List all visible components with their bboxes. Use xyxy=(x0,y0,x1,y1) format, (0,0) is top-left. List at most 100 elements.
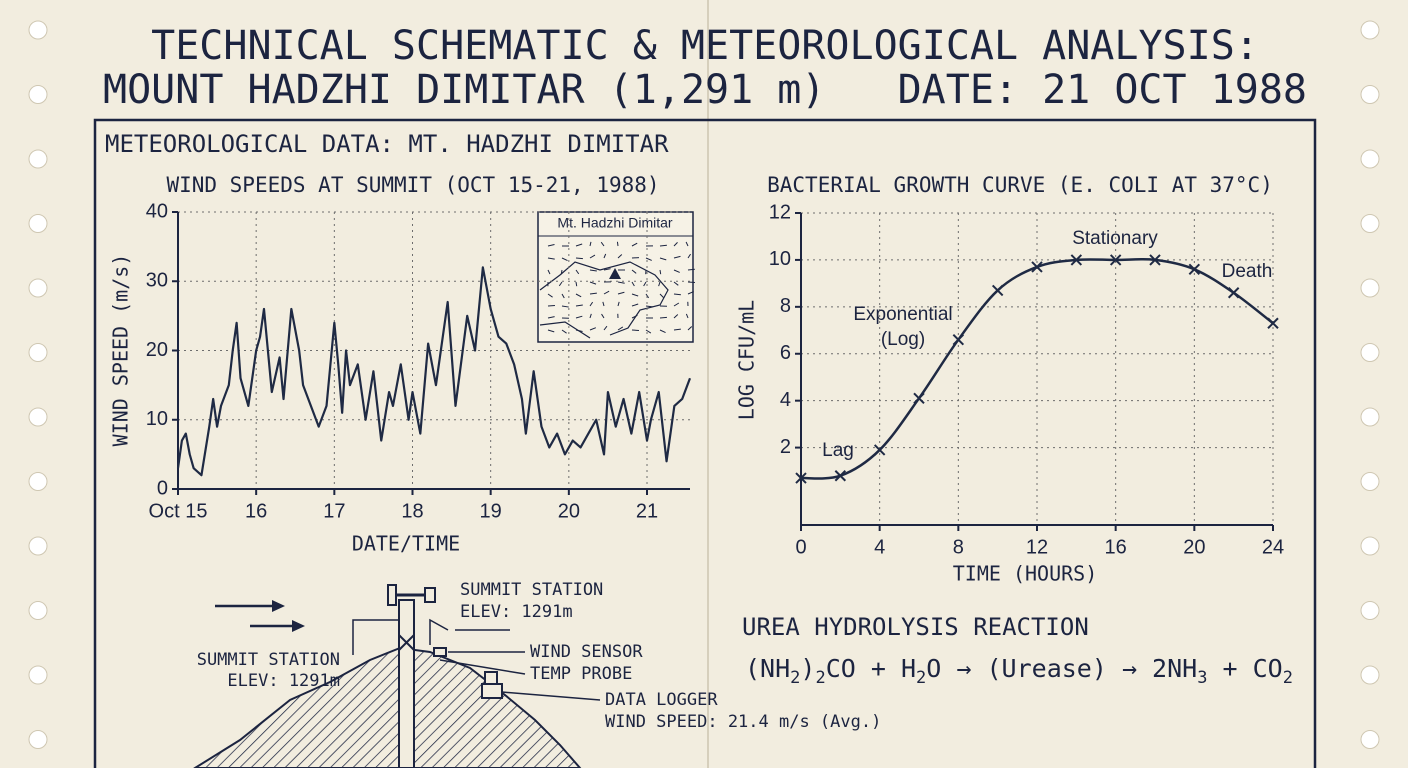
subscript: 2 xyxy=(916,668,926,688)
wind-arrow xyxy=(602,301,605,307)
x-tick-label: 0 xyxy=(795,536,806,558)
wind-arrow xyxy=(617,281,625,284)
perforations xyxy=(28,20,1380,749)
hole xyxy=(28,536,48,556)
hole xyxy=(28,214,48,233)
formula-part: O → (Urease) → 2NH xyxy=(926,654,1197,683)
wind-arrow xyxy=(589,241,592,247)
x-tick-label: 16 xyxy=(1105,536,1127,558)
y-tick-label: 6 xyxy=(780,342,791,364)
wind-arrow xyxy=(601,313,605,319)
wind-arrow xyxy=(617,326,624,331)
y-tick-label: 10 xyxy=(146,408,168,430)
label: SUMMIT STATION xyxy=(197,650,340,670)
frame xyxy=(93,118,1317,768)
chart-title: BACTERIAL GROWTH CURVE (E. COLI AT 37°C) xyxy=(767,173,1273,197)
reaction-title: UREA HYDROLYSIS REACTION xyxy=(742,613,1089,641)
hole xyxy=(28,407,48,427)
x-tick-label: 24 xyxy=(1262,536,1284,558)
x-axis-label: DATE/TIME xyxy=(352,532,460,556)
wind-arrow xyxy=(589,292,597,295)
y-axis-label: LOG CFU/mL xyxy=(735,300,759,420)
subject: MOUNT HADZHI DIMITAR (1,291 m) xyxy=(103,67,825,113)
x-tick-label: 18 xyxy=(401,500,423,522)
x-tick-label: 12 xyxy=(1026,536,1048,558)
wind-arrow xyxy=(575,269,580,275)
y-tick-label: 0 xyxy=(157,477,168,499)
data-marker xyxy=(1070,254,1083,266)
y-tick-label: 8 xyxy=(780,295,791,317)
data-marker xyxy=(834,470,847,482)
wind-arrow xyxy=(631,242,638,247)
data-marker xyxy=(1109,254,1122,266)
data-marker xyxy=(795,472,807,484)
wind-arrow xyxy=(631,281,635,287)
wind-arrow xyxy=(561,293,565,299)
x-axis-label: TIME (HOURS) xyxy=(953,562,1098,586)
data-marker xyxy=(873,444,886,456)
wind-arrow xyxy=(645,257,652,261)
wind-arrow xyxy=(673,242,678,247)
data-marker xyxy=(1188,263,1201,276)
reaction-formula: (NH2)2CO + H2O → (Urease) → 2NH3 + CO2 xyxy=(745,654,1293,688)
wind-arrow xyxy=(631,293,639,297)
x-tick-label: 17 xyxy=(323,500,345,522)
annotation: (Log) xyxy=(881,329,925,350)
label: WIND SENSOR xyxy=(530,642,643,662)
wind-arrow xyxy=(547,269,551,275)
hole xyxy=(1360,407,1380,427)
hole xyxy=(1360,214,1380,233)
hole xyxy=(1360,601,1380,620)
subscript: 2 xyxy=(1283,668,1293,688)
wind-arrow xyxy=(673,302,680,307)
title: TECHNICAL SCHEMATIC & METEOROLOGICAL ANA… xyxy=(151,23,1259,69)
wind-arrow xyxy=(547,257,555,260)
hole xyxy=(28,343,48,362)
wind-arrow xyxy=(673,293,681,296)
hole xyxy=(28,278,48,298)
hole xyxy=(28,472,48,491)
data-marker xyxy=(1031,261,1043,273)
annotation: Stationary xyxy=(1072,228,1158,249)
wind-arrow xyxy=(643,281,647,287)
annotation: Lag xyxy=(822,440,854,461)
annotation: Death xyxy=(1222,261,1273,282)
wind-arrow xyxy=(673,314,679,319)
hole xyxy=(1360,472,1380,491)
wind-arrow xyxy=(685,313,689,319)
y-tick-label: 2 xyxy=(780,436,791,458)
x-tick-label: Oct 15 xyxy=(149,500,208,522)
inset-label: Mt. Hadzhi Dimitar xyxy=(557,215,672,231)
chart-title: WIND SPEEDS AT SUMMIT (OCT 15-21, 1988) xyxy=(166,173,659,197)
data-marker xyxy=(991,284,1004,297)
formula-part: + CO xyxy=(1207,654,1282,683)
wind-arrow xyxy=(575,257,583,260)
label: ELEV: 1291m xyxy=(227,671,340,691)
wind-arrow xyxy=(575,315,583,319)
wind-arrow xyxy=(603,325,608,331)
hole xyxy=(28,85,48,104)
y-tick-label: 12 xyxy=(769,201,791,223)
hole xyxy=(1360,20,1380,40)
wind-arrow xyxy=(673,255,681,259)
formula-part: CO + H xyxy=(826,654,916,683)
wind-arrow xyxy=(617,291,625,295)
y-tick-label: 10 xyxy=(769,248,791,270)
wind-arrow xyxy=(558,281,563,287)
wind-arrow xyxy=(617,254,623,259)
wind-arrow xyxy=(631,269,637,274)
series-line xyxy=(176,266,692,477)
formula-part: (NH xyxy=(745,654,790,683)
hole xyxy=(28,730,48,749)
wind-arrow xyxy=(603,253,607,259)
wind-arrow xyxy=(603,268,611,271)
hole xyxy=(1360,149,1380,169)
y-tick-label: 4 xyxy=(780,389,791,411)
label: WIND SPEED: 21.4 m/s (Avg.) xyxy=(605,712,881,732)
subscript: 2 xyxy=(790,668,800,688)
wind-arrow xyxy=(673,281,679,286)
wind-arrow xyxy=(589,254,596,259)
